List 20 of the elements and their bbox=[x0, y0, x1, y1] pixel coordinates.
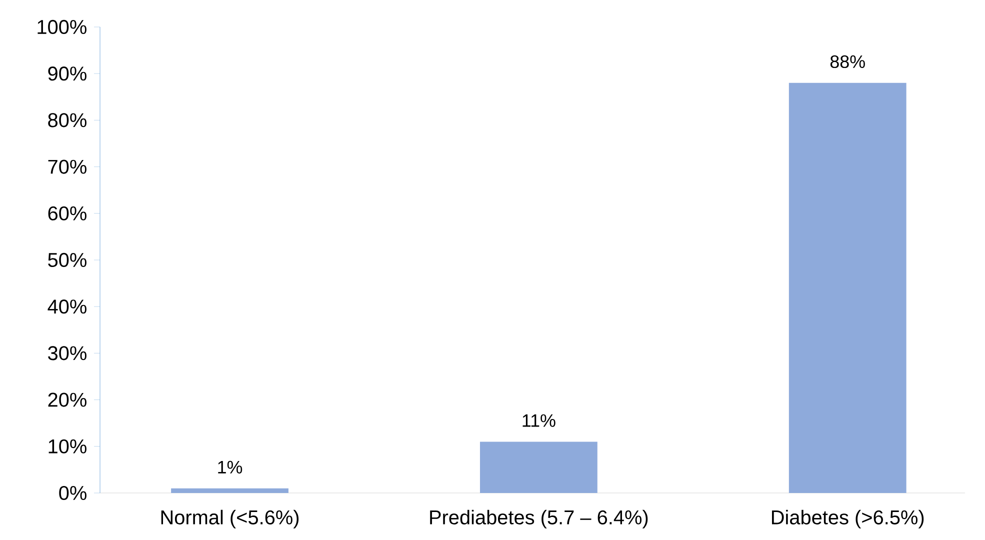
data-label: 11% bbox=[522, 414, 556, 427]
bar bbox=[171, 488, 288, 493]
bar bbox=[788, 82, 906, 493]
x-tick-label: Prediabetes (5.7 – 6.4%) bbox=[430, 510, 648, 528]
y-tick-label: 50% bbox=[48, 252, 86, 268]
y-tick-label: 90% bbox=[48, 66, 86, 81]
y-tick-label: 20% bbox=[48, 392, 86, 407]
bar bbox=[480, 442, 598, 493]
x-tick-label: Diabetes (>6.5%) bbox=[772, 510, 924, 528]
y-tick-label: 100% bbox=[38, 20, 86, 34]
y-tick-label: 80% bbox=[48, 113, 86, 128]
y-tick-label: 40% bbox=[48, 300, 86, 314]
y-tick-label: 70% bbox=[48, 160, 86, 174]
data-label: 1% bbox=[218, 460, 242, 474]
y-tick-label: 30% bbox=[48, 346, 86, 360]
y-tick-label: 60% bbox=[48, 206, 86, 220]
data-label: 88% bbox=[830, 55, 865, 68]
x-tick-label: Normal (<5.6%) bbox=[161, 510, 299, 528]
y-tick-label: 0% bbox=[59, 486, 86, 500]
y-tick-label: 10% bbox=[48, 439, 86, 454]
